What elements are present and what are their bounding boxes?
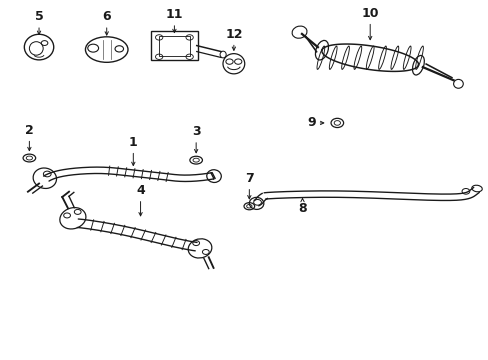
Text: 2: 2 — [25, 124, 34, 137]
Text: 11: 11 — [165, 8, 183, 21]
Text: 7: 7 — [244, 172, 253, 185]
Text: 6: 6 — [102, 10, 111, 23]
Text: 3: 3 — [191, 125, 200, 138]
Text: 12: 12 — [224, 28, 242, 41]
Text: 1: 1 — [129, 136, 138, 149]
Text: 9: 9 — [307, 116, 315, 130]
Text: 5: 5 — [35, 10, 43, 23]
Text: 10: 10 — [361, 7, 378, 20]
Text: 4: 4 — [136, 184, 144, 197]
Text: 8: 8 — [298, 202, 306, 215]
